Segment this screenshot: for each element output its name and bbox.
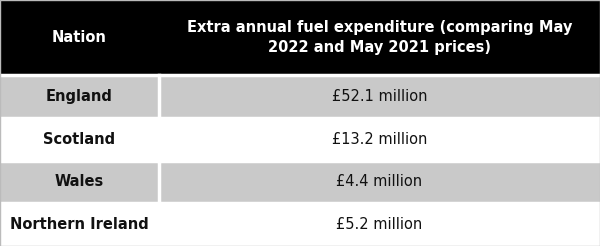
Text: £52.1 million: £52.1 million xyxy=(332,89,427,104)
Bar xyxy=(0,160,600,203)
Bar xyxy=(0,0,600,75)
Text: £4.4 million: £4.4 million xyxy=(337,174,422,189)
Text: Scotland: Scotland xyxy=(43,132,116,147)
Text: Northern Ireland: Northern Ireland xyxy=(10,217,149,232)
Text: Extra annual fuel expenditure (comparing May
2022 and May 2021 prices): Extra annual fuel expenditure (comparing… xyxy=(187,20,572,55)
Text: England: England xyxy=(46,89,113,104)
Text: £13.2 million: £13.2 million xyxy=(332,132,427,147)
Text: £5.2 million: £5.2 million xyxy=(337,217,422,232)
Bar xyxy=(0,118,600,160)
Text: Nation: Nation xyxy=(52,30,107,45)
Text: Wales: Wales xyxy=(55,174,104,189)
Bar xyxy=(0,203,600,246)
Bar xyxy=(0,75,600,118)
